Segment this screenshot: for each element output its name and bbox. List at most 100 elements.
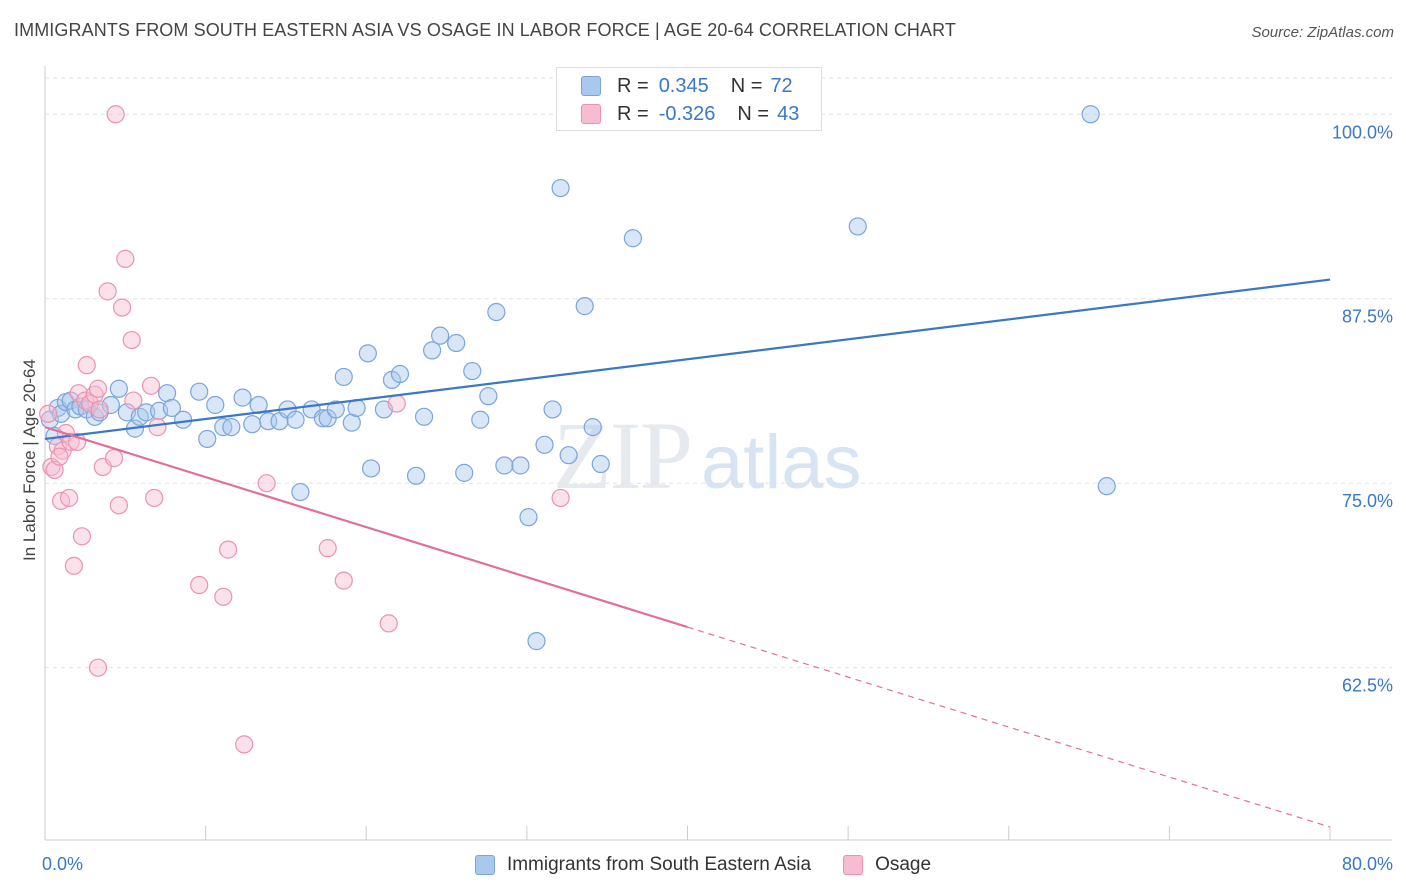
chart-title: IMMIGRANTS FROM SOUTH EASTERN ASIA VS OS… <box>14 20 956 40</box>
point-sea <box>527 632 546 651</box>
point-osage <box>59 488 79 508</box>
point-sea <box>233 388 252 407</box>
point-sea <box>543 400 562 419</box>
legend-label: Immigrants from South Eastern Asia <box>506 854 812 875</box>
point-osage <box>334 571 353 590</box>
trend-lines <box>44 278 1331 828</box>
stats-legend: R = 0.345 N = 72 R = -0.326 N = 43 <box>556 67 822 131</box>
watermark: ZIP atlas <box>553 400 862 511</box>
point-sea <box>157 384 177 403</box>
point-sea <box>358 344 377 363</box>
point-sea <box>286 410 305 429</box>
point-osage <box>109 496 128 515</box>
point-sea <box>423 341 442 360</box>
r-label: R = <box>617 102 649 125</box>
n-label: N = <box>730 74 763 97</box>
legend-swatch <box>843 855 864 875</box>
point-sea <box>623 229 642 248</box>
point-osage <box>50 447 69 466</box>
point-sea <box>535 435 554 454</box>
point-sea <box>222 418 241 437</box>
point-sea <box>390 364 410 384</box>
point-sea <box>243 415 262 434</box>
point-osage <box>235 735 254 754</box>
point-sea <box>431 326 450 345</box>
legend-item-sea[interactable]: Immigrants from South Eastern Asia <box>474 854 812 876</box>
point-osage <box>61 432 80 451</box>
point-sea <box>551 178 570 198</box>
point-osage <box>69 384 88 403</box>
x-tick-label: 80.0% <box>1342 854 1393 874</box>
r-label: R = <box>617 74 649 97</box>
point-osage <box>112 298 132 317</box>
point-sea <box>334 367 353 387</box>
point-osage <box>88 379 108 398</box>
point-osage <box>116 249 135 268</box>
point-osage <box>76 391 95 410</box>
point-sea <box>519 508 538 527</box>
point-osage <box>64 556 84 575</box>
point-sea <box>342 413 361 432</box>
point-sea <box>463 361 482 381</box>
point-osage <box>39 404 58 423</box>
x-tick-label: 0.0% <box>42 854 83 874</box>
point-sea <box>174 410 193 429</box>
point-sea <box>1081 105 1100 124</box>
trend-line-osage-extension <box>687 626 1331 828</box>
point-sea <box>447 333 466 353</box>
axes <box>44 66 1392 841</box>
point-sea <box>559 446 578 465</box>
point-sea <box>479 387 498 406</box>
tick-labels: 100.0% 87.5% 75.0% 62.5% 0.0% 80.0% <box>42 122 1393 874</box>
point-osage <box>98 282 117 301</box>
point-sea <box>162 398 181 418</box>
n-value: 72 <box>770 74 793 97</box>
y-tick-label: 100.0% <box>1332 122 1393 142</box>
gridlines <box>45 77 1392 669</box>
trend-line-sea <box>44 278 1331 441</box>
point-osage <box>257 474 276 493</box>
point-sea <box>848 217 867 236</box>
point-sea <box>591 454 610 474</box>
point-sea <box>511 456 530 475</box>
data-points <box>39 105 1116 754</box>
r-value: -0.326 <box>658 102 716 125</box>
series-swatch <box>581 76 601 96</box>
stats-row-sea: R = 0.345 N = 72 <box>581 74 793 98</box>
r-value: 0.345 <box>658 74 709 97</box>
point-osage <box>72 527 92 546</box>
point-sea <box>583 418 602 437</box>
point-sea <box>326 400 345 419</box>
point-osage <box>124 391 143 410</box>
point-sea <box>487 302 506 322</box>
point-sea <box>455 463 474 482</box>
y-axis-label: In Labor Force | Age 20-64 <box>20 359 39 561</box>
point-osage <box>379 614 398 633</box>
point-osage <box>122 330 141 350</box>
point-osage <box>551 488 570 508</box>
point-osage <box>219 540 238 559</box>
legend-item-osage[interactable]: Osage <box>843 854 931 876</box>
y-tick-label: 62.5% <box>1342 676 1393 696</box>
point-sea <box>313 409 332 428</box>
n-label: N = <box>737 102 770 125</box>
point-sea <box>109 379 128 398</box>
point-osage <box>104 449 124 468</box>
point-osage <box>145 488 164 508</box>
point-sea <box>361 459 381 478</box>
point-osage <box>387 394 406 413</box>
point-sea <box>495 456 514 475</box>
point-sea <box>1097 477 1116 496</box>
legend-swatch <box>474 855 495 875</box>
series-swatch <box>581 104 601 124</box>
y-tick-label: 87.5% <box>1342 307 1393 327</box>
point-sea <box>291 482 310 502</box>
series-legend: Immigrants from South Eastern Asia Osage <box>0 852 1406 878</box>
legend-label: Osage <box>875 854 932 875</box>
point-osage <box>80 394 100 413</box>
point-sea <box>206 395 225 415</box>
watermark-zip: ZIP <box>553 402 693 509</box>
y-tick-label: 75.0% <box>1342 491 1393 511</box>
point-sea <box>414 407 434 426</box>
